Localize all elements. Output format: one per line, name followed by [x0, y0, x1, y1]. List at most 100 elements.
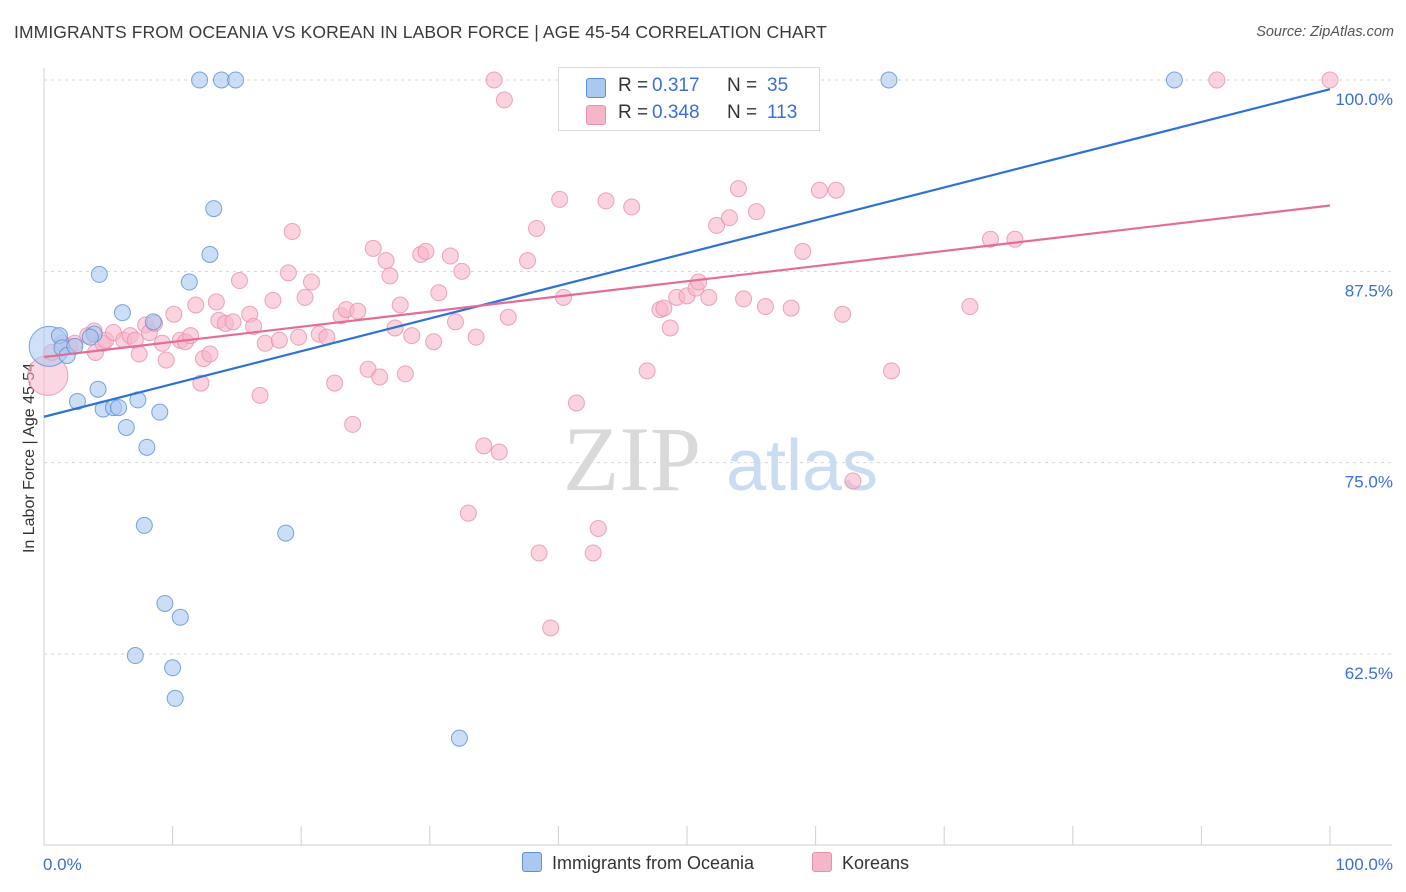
oceania-point: [205, 200, 223, 218]
korean-point: [349, 302, 367, 320]
oceania-point: [212, 71, 230, 89]
data-points: [27, 71, 1339, 747]
korean-point: [475, 437, 493, 455]
korean-point: [224, 313, 242, 331]
korean-point: [981, 230, 999, 248]
korean-point: [270, 331, 288, 349]
oceania-point: [89, 380, 107, 398]
korean-point: [794, 242, 812, 260]
korean-point: [296, 288, 314, 306]
korean-point: [283, 223, 301, 241]
korean-point: [834, 305, 852, 323]
gridlines: [44, 79, 1392, 655]
korean-point: [638, 362, 656, 380]
korean-point: [810, 181, 828, 199]
oceania-point: [110, 399, 128, 417]
oceania-point: [191, 71, 209, 89]
korean-point: [201, 345, 219, 363]
korean-point: [584, 544, 602, 562]
korean-point: [782, 299, 800, 317]
korean-point: [655, 299, 673, 317]
korean-point: [441, 247, 459, 265]
legend-swatch-oceania: [586, 78, 606, 98]
korean-point: [700, 288, 718, 306]
legend-n-value: 35: [767, 75, 789, 96]
korean-point: [735, 290, 753, 308]
korean-point: [425, 333, 443, 351]
korean-point: [530, 544, 548, 562]
bottom-legend-oceania: Immigrants from Oceania: [522, 852, 754, 874]
legend-r-value: 0.317: [652, 75, 700, 96]
korean-point: [597, 192, 615, 210]
korean-point: [490, 443, 508, 461]
oceania-point: [880, 71, 898, 89]
oceania-point: [126, 647, 144, 665]
korean-point: [961, 298, 979, 316]
korean-point: [187, 296, 205, 314]
oceania-point: [90, 265, 108, 283]
korean-point: [256, 334, 274, 352]
x-tick-label: 0.0%: [43, 855, 82, 874]
korean-point: [567, 394, 585, 412]
korean-point: [447, 313, 465, 331]
oceania-point: [1165, 71, 1183, 89]
korean-point: [519, 252, 537, 270]
korean-point: [844, 472, 862, 490]
oceania-point: [450, 729, 468, 747]
korean-point: [690, 273, 708, 291]
bottom-legend-label: Koreans: [842, 853, 910, 873]
korean-point: [192, 374, 210, 392]
korean-point: [729, 180, 747, 198]
oceania-point: [180, 273, 198, 291]
korean-point: [403, 327, 421, 345]
korean-point: [551, 190, 569, 208]
legend-swatch-koreans: [586, 105, 606, 125]
korean-point: [708, 216, 726, 234]
oceania-point: [227, 71, 245, 89]
y-tick-label: 75.0%: [1345, 473, 1393, 492]
korean-point: [290, 328, 308, 346]
axes: [43, 68, 1392, 846]
korean-point: [1321, 71, 1339, 89]
korean-point: [391, 296, 409, 314]
oceania-point: [135, 516, 153, 534]
korean-point: [245, 317, 263, 335]
korean-point: [1006, 230, 1024, 248]
tick-labels: 62.5% 75.0% 87.5% 100.0% 0.0% 100.0%: [43, 90, 1393, 874]
korean-point: [130, 345, 148, 363]
korean-point: [302, 273, 320, 291]
korean-point: [377, 252, 395, 270]
korean-point: [279, 264, 297, 282]
bottom-legend-swatch-koreans: [812, 852, 832, 872]
oceania-point: [68, 392, 86, 410]
korean-point: [417, 242, 435, 260]
korean-point: [396, 365, 414, 383]
legend-n-label: N =: [727, 75, 758, 96]
stats-legend: R = 0.317 N = 35 R = 0.348 N = 113: [558, 67, 820, 131]
korean-point: [747, 203, 765, 221]
oceania-point: [164, 659, 182, 677]
korean-point: [165, 305, 183, 323]
oceania-point: [81, 328, 99, 346]
oceania-point: [171, 608, 189, 626]
korean-point: [344, 415, 362, 433]
oceania-point: [138, 438, 156, 456]
y-tick-label: 100.0%: [1335, 90, 1393, 109]
oceania-point: [166, 689, 184, 707]
korean-point: [467, 328, 485, 346]
korean-point: [459, 504, 477, 522]
oceania-point: [201, 245, 219, 263]
source-credit: Source: ZipAtlas.com: [1256, 24, 1394, 40]
korean-point: [623, 198, 641, 216]
oceania-point: [277, 524, 295, 542]
korean-point: [264, 291, 282, 309]
bottom-legend-label: Immigrants from Oceania: [552, 853, 755, 873]
korean-point: [756, 298, 774, 316]
korean-point: [499, 308, 517, 326]
oceania-point: [151, 403, 169, 421]
legend-r-label: R =: [618, 75, 649, 96]
korean-point: [661, 319, 679, 337]
watermark-zip: ZIP: [563, 408, 701, 510]
x-tick-label: 100.0%: [1335, 855, 1393, 874]
legend-n-label: N =: [727, 102, 758, 123]
